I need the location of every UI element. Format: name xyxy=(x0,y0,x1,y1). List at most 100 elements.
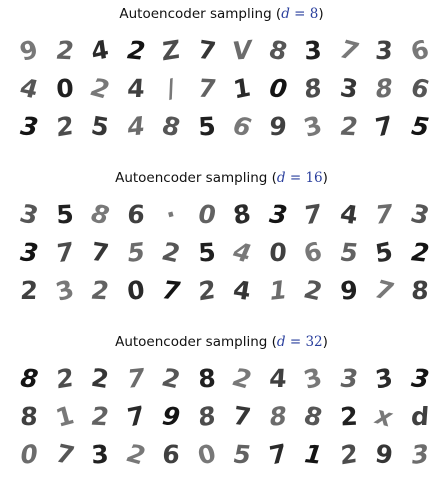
sample-image: 2 xyxy=(339,401,358,432)
sample-image: 4 xyxy=(337,198,360,231)
sample-image: 4 xyxy=(267,364,288,393)
sample-image: 5 xyxy=(230,439,254,470)
sample-image: 6 xyxy=(161,440,181,469)
sample-image: 1 xyxy=(299,439,327,470)
title-prefix: Autoencoder sampling ( xyxy=(115,334,277,350)
sample-image: 2 xyxy=(300,274,326,307)
sample-image: 8 xyxy=(267,400,288,433)
sample-image: V xyxy=(230,34,254,67)
sample-image: 4 xyxy=(125,74,146,103)
sample-image: 5 xyxy=(89,110,111,143)
sample-image: 8 xyxy=(373,72,395,105)
title-prefix: Autoencoder sampling ( xyxy=(119,6,282,22)
sample-image: · xyxy=(162,199,180,230)
sample-image: 6 xyxy=(407,72,433,105)
sample-image: 4 xyxy=(125,110,146,143)
sample-image: 3 xyxy=(52,274,77,307)
sample-image: 8 xyxy=(86,198,115,231)
sample-image: 8 xyxy=(231,198,253,231)
sample-image: 7 xyxy=(266,438,288,471)
sample-image: x xyxy=(370,400,398,433)
sample-image: 7 xyxy=(157,275,185,306)
title-eq: = 32 xyxy=(285,334,323,350)
sample-image: 2 xyxy=(121,438,150,471)
title-prefix: Autoencoder sampling ( xyxy=(115,170,277,186)
sample-image: 7 xyxy=(125,362,146,395)
sample-image: 9 xyxy=(267,112,288,141)
sample-image: 2 xyxy=(88,275,112,306)
sample-image: 6 xyxy=(407,34,432,67)
sample-image: 4 xyxy=(228,236,257,269)
sample-image: 7 xyxy=(124,400,146,433)
title-suffix: ) xyxy=(322,334,328,350)
sample-image: 9 xyxy=(157,401,185,432)
sample-image: 5 xyxy=(55,199,74,230)
sample-image: 5 xyxy=(197,237,216,268)
sample-image: 0 xyxy=(264,73,291,104)
sample-image: 3 xyxy=(337,363,361,394)
sample-image: 7 xyxy=(195,34,218,67)
sample-image: 9 xyxy=(16,34,42,67)
sample-image: 1 xyxy=(267,274,288,307)
sample-image: 2 xyxy=(55,110,74,143)
title-eq: = 8 xyxy=(289,6,319,22)
sample-image: 3 xyxy=(90,439,110,470)
sample-image: 3 xyxy=(300,362,326,395)
sample-image: 6 xyxy=(228,110,257,143)
sample-image: d xyxy=(409,402,430,431)
sample-image: 3 xyxy=(264,199,291,230)
sample-image: 3 xyxy=(406,363,433,394)
sample-image: / xyxy=(162,73,180,104)
sample-image: 3 xyxy=(407,198,433,231)
sample-image: 9 xyxy=(373,438,395,471)
sample-image: 3 xyxy=(15,237,43,268)
sample-image: 0 xyxy=(18,438,40,471)
panel-title: Autoencoder sampling (d = 32) xyxy=(0,334,443,350)
sample-image: 6 xyxy=(125,200,146,229)
sample-image: 7 xyxy=(52,438,78,471)
sample-image: 2 xyxy=(89,362,111,395)
sample-image: 9 xyxy=(339,275,358,306)
sample-image: 8 xyxy=(19,402,39,431)
sample-image: 7 xyxy=(304,198,322,231)
sample-image: 7 xyxy=(231,400,253,433)
title-eq: = 16 xyxy=(285,170,323,186)
title-suffix: ) xyxy=(322,170,328,186)
sample-image: 8 xyxy=(300,400,326,433)
title-math: d = 32 xyxy=(277,334,323,350)
title-math: d = 16 xyxy=(277,170,323,186)
sample-image: 0 xyxy=(55,73,74,104)
sample-image: 2 xyxy=(406,237,433,268)
sample-image: 0 xyxy=(124,274,146,307)
sample-image: 3 xyxy=(300,110,326,143)
sample-image: 8 xyxy=(15,363,43,394)
sample-image: 8 xyxy=(304,72,322,105)
sample-image: 8 xyxy=(409,276,430,305)
sample-image: Z xyxy=(161,34,181,67)
sample-image: 2 xyxy=(53,35,77,66)
sample-image: 8 xyxy=(158,110,184,143)
sample-image: 8 xyxy=(265,34,291,67)
sample-image: 2 xyxy=(158,236,184,269)
sample-image: 3 xyxy=(409,438,430,471)
sample-image: 8 xyxy=(197,400,216,433)
sample-image: 3 xyxy=(337,72,360,105)
panel-title: Autoencoder sampling (d = 16) xyxy=(0,170,443,186)
sample-image: 2 xyxy=(337,111,361,142)
sample-image: 5 xyxy=(373,236,395,269)
sample-image: 2 xyxy=(55,362,74,395)
sample-image: 4 xyxy=(89,34,111,67)
sample-image: 2 xyxy=(339,438,358,471)
sample-image: 7 xyxy=(89,236,111,269)
sample-image: 4 xyxy=(16,72,42,105)
sample-image: 0 xyxy=(195,199,219,230)
sample-image: 5 xyxy=(406,111,433,142)
sample-image: 3 xyxy=(303,35,323,66)
sample-image: 4 xyxy=(231,274,253,307)
sample-image: 2 xyxy=(197,274,216,307)
sample-image: 7 xyxy=(370,274,399,307)
title-var: d xyxy=(276,170,286,186)
sample-image: 7 xyxy=(373,198,395,231)
sample-image: 2 xyxy=(88,401,112,432)
sample-image: 5 xyxy=(337,237,361,268)
